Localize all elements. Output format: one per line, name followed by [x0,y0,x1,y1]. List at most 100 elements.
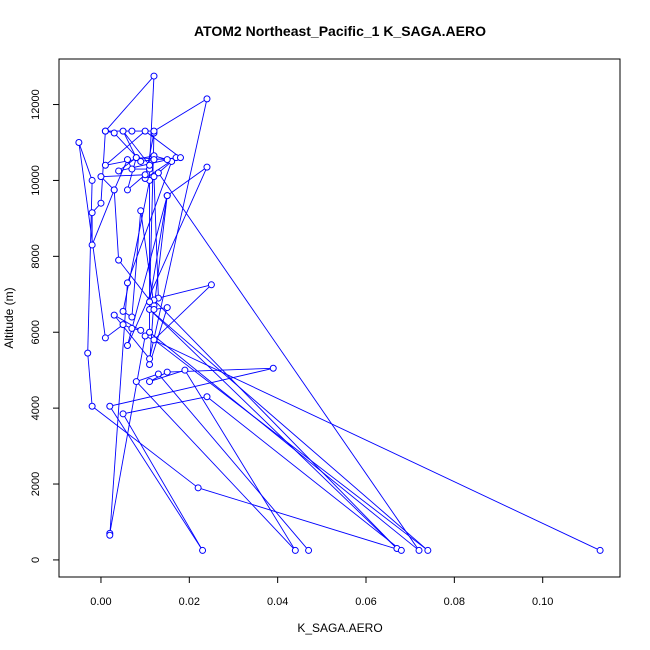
data-point [203,393,211,401]
series-segment [113,314,141,331]
data-point [97,199,105,207]
data-point [203,95,211,103]
data-point [119,410,127,418]
series-segment [127,166,208,346]
x-tick-label: 0.10 [532,596,553,608]
series-segment [87,180,93,354]
data-point [397,546,405,554]
data-point [150,127,158,135]
series-segment [100,174,146,178]
data-point [88,209,96,217]
data-point [123,342,131,350]
y-axis-label: Altitude (m) [2,287,16,348]
series-segment [105,75,155,132]
series-segment [136,373,159,382]
series-segment [109,405,203,551]
series-segment [166,166,208,196]
data-point [101,334,109,342]
data-point [150,336,158,344]
series-segment [149,309,398,549]
series-segment [78,142,106,338]
data-point [141,171,149,179]
data-point [141,332,149,340]
series-segment [91,189,115,246]
data-point [137,157,145,165]
data-point [128,324,136,332]
series-segment [122,396,208,415]
series-points [75,72,604,554]
data-point [119,321,127,329]
data-point [110,311,118,319]
y-tick-label: 4000 [30,396,42,420]
data-point [132,154,140,162]
data-point [305,546,313,554]
data-point [137,207,145,215]
x-tick-label: 0.02 [179,596,200,608]
data-point [163,192,171,200]
data-point [115,167,123,175]
series-segment [122,130,150,166]
series-segment [153,299,398,549]
series-segment [206,396,402,551]
series-segment [149,309,429,551]
data-point [119,307,127,315]
series-segment [149,307,168,365]
series-segment [144,335,601,551]
data-point [291,546,299,554]
y-tick-label: 8000 [30,244,42,268]
data-point [415,546,423,554]
series-segment [153,195,168,310]
data-point [88,241,96,249]
series-segment [149,331,420,551]
series-segment [144,130,181,159]
data-point [110,129,118,137]
series-segment [91,405,199,489]
series-segment [144,132,155,179]
series-segment [122,413,203,551]
series-segment [105,324,124,339]
series-segment [78,142,93,181]
data-point [84,349,92,357]
series-segment [135,381,296,551]
series-lines [78,75,601,551]
y-tick-label: 2000 [30,472,42,496]
y-tick-label: 0 [30,557,42,563]
data-point [150,72,158,80]
data-point [146,360,154,368]
data-point [150,156,158,164]
series-segment [105,130,146,166]
data-point [123,279,131,287]
series-segment [153,98,208,132]
series-segment [109,335,146,534]
series-segment [127,157,137,191]
data-point [146,378,154,386]
data-point [115,256,123,264]
series-segment [149,369,186,382]
chart-title: ATOM2 Northeast_Pacific_1 K_SAGA.AERO [194,23,486,39]
x-tick-label: 0.04 [267,596,288,608]
data-point [101,127,109,135]
series-segment [198,487,402,551]
series-segment [122,180,150,312]
data-point [176,154,184,162]
series-segment [149,76,155,166]
series-segment [87,353,93,407]
data-point [110,186,118,194]
data-point [154,169,162,177]
series-segment [113,314,150,360]
series-segment [113,189,120,261]
data-point [154,370,162,378]
data-point [146,298,154,306]
data-point [128,165,136,173]
data-point [119,127,127,135]
data-point [207,281,215,289]
data-point [101,161,109,169]
data-point [106,531,114,539]
x-axis: 0.00 0.02 0.04 0.06 0.08 0.10 [90,576,553,608]
plot-frame [58,58,621,578]
series-segment [158,373,309,551]
data-point [146,161,154,169]
x-tick-label: 0.08 [444,596,465,608]
series-segment [127,195,168,346]
data-point [141,127,149,135]
